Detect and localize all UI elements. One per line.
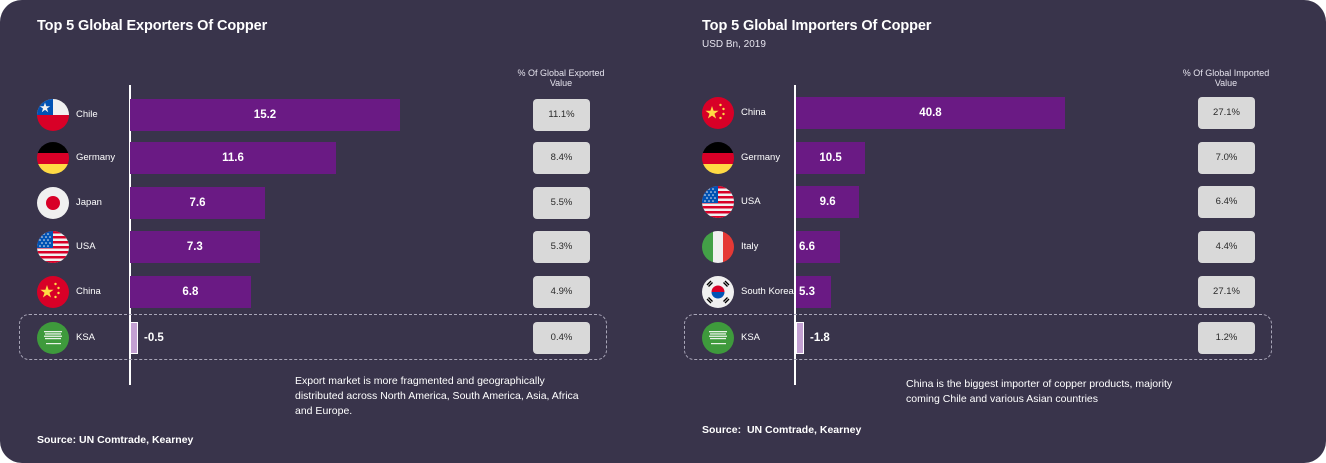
bar <box>130 276 251 308</box>
country-label: China <box>741 107 766 118</box>
china-flag-icon <box>702 97 734 129</box>
pct-column-header: % Of Global Imported Value <box>1182 68 1270 88</box>
bar-value-label: 5.3 <box>799 286 815 298</box>
zero-axis <box>129 85 131 385</box>
pct-value-box: 27.1% <box>1198 276 1255 308</box>
usa-flag-icon <box>702 186 734 218</box>
bar <box>796 97 1065 129</box>
ksa-highlight-box <box>684 314 1272 360</box>
pct-value-box: 4.9% <box>533 276 590 308</box>
japan-flag-icon <box>37 187 69 219</box>
source-label: Source: <box>702 424 742 436</box>
country-label: South Korea <box>741 286 794 297</box>
pct-value-box: 7.0% <box>1198 142 1255 174</box>
source-line: Source: UN Comtrade, Kearney <box>702 424 861 436</box>
pct-value-box: 11.1% <box>533 99 590 131</box>
ksa-highlight-box <box>19 314 607 360</box>
usa-flag-icon <box>37 231 69 263</box>
chile-flag-icon <box>37 99 69 131</box>
germany-flag-icon <box>37 142 69 174</box>
pct-value-box: 5.3% <box>533 231 590 263</box>
bar-value-label: -0.5 <box>144 332 164 344</box>
bar-value-label: 40.8 <box>919 107 942 119</box>
bar <box>796 186 860 218</box>
pct-value-box: 5.5% <box>533 187 590 219</box>
bar <box>796 276 831 308</box>
country-label: Germany <box>76 152 116 163</box>
bar-value-label: 10.5 <box>819 152 842 164</box>
country-label: KSA <box>741 332 761 343</box>
bar-value-label: 15.2 <box>253 109 277 121</box>
zero-axis <box>794 85 796 385</box>
bar-value-label: 6.6 <box>799 241 815 253</box>
bar <box>130 187 265 219</box>
pct-value-box: 1.2% <box>1198 322 1255 354</box>
chart-subtitle: USD Bn, 2019 <box>702 39 766 50</box>
pct-value-box: 8.4% <box>533 142 590 174</box>
saudi-flag-icon <box>37 322 69 354</box>
saudi-flag-icon <box>702 322 734 354</box>
china-flag-icon <box>37 276 69 308</box>
pct-column-header: % Of Global Exported Value <box>517 68 605 88</box>
bar <box>130 99 400 131</box>
chart-title: Top 5 Global Importers Of Copper <box>702 18 932 34</box>
pct-value-box: 6.4% <box>1198 186 1255 218</box>
bar <box>796 231 840 263</box>
chart-note: China is the biggest importer of copper … <box>906 378 1173 405</box>
pct-value-box: 4.4% <box>1198 231 1255 263</box>
chart-title: Top 5 Global Exporters Of Copper <box>37 18 268 34</box>
country-label: Germany <box>741 152 781 163</box>
source-text: UN Comtrade, Kearney <box>746 424 862 436</box>
germany-flag-icon <box>702 142 734 174</box>
bar <box>130 231 260 263</box>
bar <box>796 322 804 354</box>
country-label: Italy <box>741 241 759 252</box>
bar-value-label: -1.8 <box>810 332 830 344</box>
bar <box>130 322 138 354</box>
country-label: KSA <box>76 332 96 343</box>
bar <box>130 142 337 174</box>
bar-value-label: 11.6 <box>222 152 244 164</box>
chart-note: Export market is more fragmented and geo… <box>295 375 579 417</box>
pct-value-box: 0.4% <box>533 322 590 354</box>
country-label: Chile <box>76 109 98 120</box>
bar-value-label: 6.8 <box>182 286 199 298</box>
country-label: Japan <box>76 197 102 208</box>
source-label: Source: <box>37 434 77 446</box>
south-korea-flag-icon <box>702 276 734 308</box>
italy-flag-icon <box>702 231 734 263</box>
country-label: China <box>76 286 101 297</box>
bar <box>796 142 866 174</box>
exporters-panel: Top 5 Global Exporters Of Copper % Of Gl… <box>0 0 660 463</box>
bar-value-label: 9.6 <box>819 196 836 208</box>
bar-value-label: 7.6 <box>189 197 206 209</box>
source-line: Source: UN Comtrade, Kearney <box>37 434 193 446</box>
country-label: USA <box>741 196 761 207</box>
pct-value-box: 27.1% <box>1198 97 1255 129</box>
bar-value-label: 7.3 <box>186 241 203 253</box>
country-label: USA <box>76 241 96 252</box>
source-text: UN Comtrade, Kearney <box>79 434 194 446</box>
